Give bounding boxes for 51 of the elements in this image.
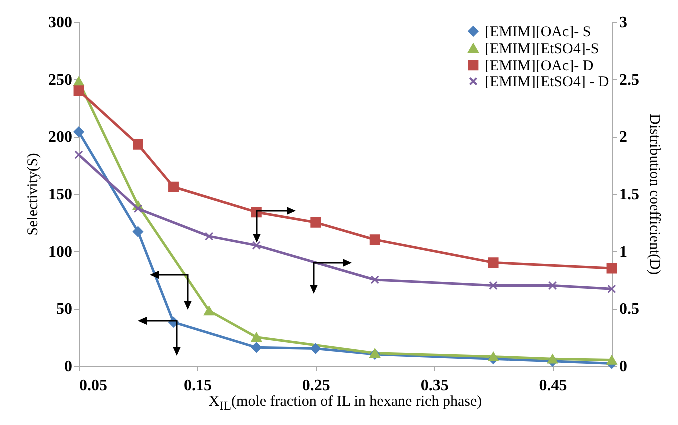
x-axis-title: X$_{IL}$(mole fraction of IL in hexane rich phase) (208, 394, 484, 414)
y-tick-label: 300 (48, 14, 72, 32)
y-tick-label: 250 (48, 72, 72, 89)
point (74, 126, 84, 138)
point (74, 86, 84, 96)
point (251, 332, 262, 342)
legend-label: [EMIM][OAc]- S (485, 24, 592, 40)
point (74, 77, 84, 86)
point (548, 281, 558, 290)
point (133, 139, 144, 150)
y2-tick-label: 1 (620, 244, 628, 261)
point (310, 344, 322, 354)
y-axis-title: Selectivity(S) (26, 153, 42, 236)
x-tick-label: 0.15 (184, 378, 212, 394)
point (252, 241, 261, 250)
legend-label: [EMIM][EtSO4]-S (485, 42, 600, 58)
legend-label: [EMIM][EtSO4] - D (485, 74, 610, 90)
point (204, 306, 215, 316)
y-tick-label: 100 (48, 244, 72, 261)
point (134, 204, 143, 214)
point (488, 352, 499, 362)
y-tick-label: 150 (48, 186, 72, 204)
point (548, 354, 558, 364)
y2-tick-label: 0.5 (620, 301, 640, 318)
point (608, 284, 616, 294)
y2-tick-label: 3 (620, 14, 628, 32)
point (310, 217, 322, 228)
point (370, 276, 380, 284)
point (370, 234, 380, 246)
point (251, 342, 262, 353)
point (204, 232, 214, 241)
point (488, 258, 499, 268)
y2-tick-label: 2 (620, 129, 628, 146)
point (133, 226, 144, 238)
y2-tick-label: 0 (620, 358, 628, 376)
y2-tick-label: 1.5 (620, 186, 640, 204)
point (168, 182, 179, 192)
point (489, 281, 498, 290)
y-tick-label: 50 (56, 301, 72, 318)
point (74, 150, 84, 160)
point (606, 356, 618, 365)
point (606, 263, 618, 274)
y-tick-label: 0 (64, 358, 72, 376)
x-tick-label: 0.35 (420, 378, 449, 394)
legend-label: [EMIM][OAc]- D (485, 58, 594, 74)
x-tick-label: 0.45 (539, 378, 568, 394)
y-tick-label: 200 (48, 129, 72, 146)
x-tick-label: 0.25 (302, 378, 330, 394)
x-tick-label: 0.05 (80, 378, 108, 394)
y2-tick-label: 2.5 (620, 72, 640, 89)
y2-axis-title: Distribution coefficient(D) (646, 114, 662, 275)
